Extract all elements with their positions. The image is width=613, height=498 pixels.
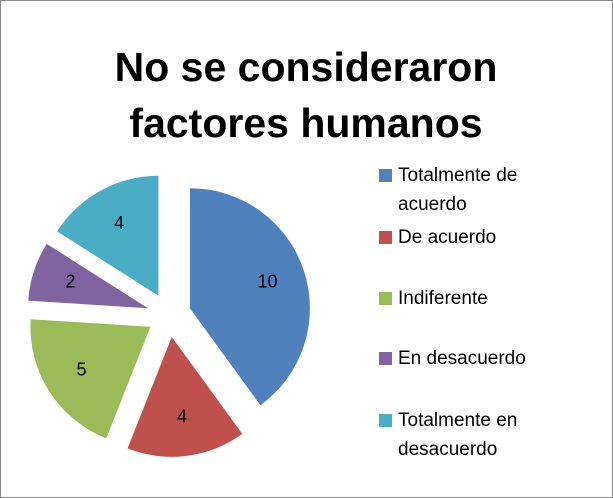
data-label: 2 bbox=[65, 272, 75, 292]
legend-label: Totalmente en desacuerdo bbox=[398, 410, 518, 460]
data-label: 4 bbox=[114, 213, 124, 233]
legend-swatch bbox=[379, 414, 392, 427]
legend-swatch bbox=[379, 352, 392, 365]
legend-swatch bbox=[379, 231, 392, 244]
data-label: 4 bbox=[177, 407, 187, 427]
pie-slice bbox=[189, 188, 310, 406]
legend-label: En desacuerdo bbox=[398, 348, 526, 369]
pie-slice bbox=[30, 319, 151, 439]
legend-label: Indiferente bbox=[398, 288, 488, 309]
data-label: 5 bbox=[77, 359, 87, 379]
chart-title: No se consideraron factores humanos bbox=[114, 44, 498, 146]
pie-slice bbox=[57, 175, 159, 296]
legend-label: De acuerdo bbox=[398, 227, 497, 248]
pie-slice bbox=[28, 243, 149, 309]
data-label: 10 bbox=[258, 272, 278, 292]
legend-swatch bbox=[379, 292, 392, 305]
legend-swatch bbox=[379, 169, 392, 182]
legend-label: Totalmente de acuerdo bbox=[398, 165, 518, 215]
pie-slice bbox=[127, 336, 243, 457]
